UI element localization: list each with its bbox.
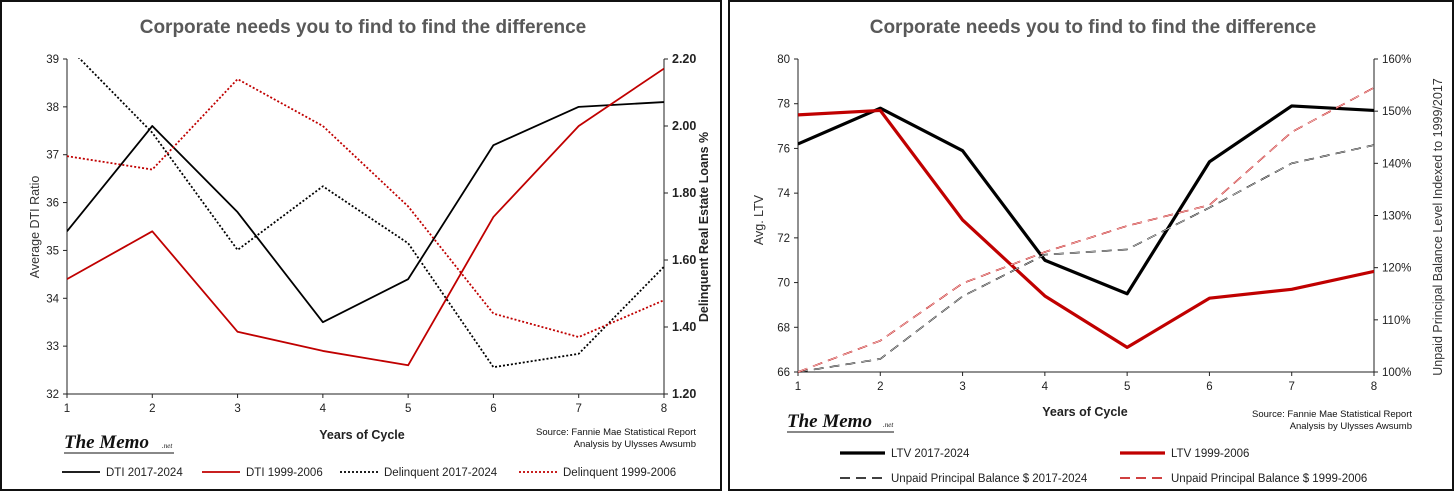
legend-label-dti-2017-2024: DTI 2017-2024: [106, 467, 183, 479]
series-line-dti-1999-2006: [67, 67, 664, 367]
y-tick-label: 76: [777, 143, 790, 155]
y2-tick-label: 110%: [1382, 315, 1411, 327]
y-tick-label: 35: [46, 245, 59, 257]
legend: DTI 2017-2024 DTI 1999-2006 Delinquent 201…: [62, 467, 676, 479]
y-tick-label: 37: [46, 150, 59, 162]
y-tick-label: 74: [777, 188, 790, 200]
y2-tick-label: 160%: [1382, 54, 1411, 66]
series-line-unpaid-principal-balance-1999-2006: [798, 86, 1374, 373]
y-tick-label: 66: [777, 367, 790, 379]
y-axis-label: Average DTI Ratio: [28, 176, 42, 279]
y2-tick-label: 2.20: [672, 52, 696, 66]
y-tick-label: 32: [46, 389, 59, 401]
series-line-delinquent-2017-2024: [77, 58, 664, 369]
y-tick-label: 72: [777, 233, 790, 245]
y-tick-label: 36: [46, 198, 59, 210]
legend-label-dti-1999-2006: DTI 1999-2006: [246, 467, 323, 479]
y2-tick-label: 1.40: [672, 320, 696, 334]
y2-tick-label: 1.60: [672, 253, 696, 267]
source-line-2: Analysis by Ulysses Awsumb: [574, 439, 696, 450]
y2-axis-label: Delinquent Real Estate Loans %: [697, 132, 711, 322]
chart-panel-dti: Corporate needs you to find to find the …: [0, 0, 722, 491]
series-line-ltv-1999-2006: [798, 108, 1374, 350]
y-tick-label: 38: [46, 102, 59, 114]
x-tick-label: 6: [490, 403, 496, 415]
series-line-delinquent-1999-2006: [67, 78, 664, 338]
y-tick-label: 34: [46, 293, 59, 305]
y-tick-label: 80: [777, 54, 790, 66]
y2-axis-label: Unpaid Principal Balance Level Indexed t…: [1431, 78, 1445, 375]
chart-panel-ltv: Corporate needs you to find to find the …: [728, 0, 1454, 491]
x-tick-label: 5: [405, 403, 411, 415]
source-line-2: Analysis by Ulysses Awsumb: [1290, 421, 1412, 432]
x-tick-label: 5: [1124, 381, 1130, 393]
series-line-ltv-2017-2024: [798, 104, 1374, 296]
y2-tick-label: 120%: [1382, 263, 1411, 275]
series-line-unpaid-principal-balance-2017-2024: [798, 144, 1374, 373]
y-tick-label: 70: [777, 278, 790, 290]
x-axis-label: Years of Cycle: [1042, 405, 1128, 419]
series-line-inner-unpaid-principal-balance-1999-2006: [798, 87, 1374, 373]
y2-tick-label: 2.00: [672, 119, 696, 133]
y-tick-label: 68: [777, 322, 790, 334]
y2-tick-label: 1.20: [672, 387, 696, 401]
x-tick-label: 4: [320, 403, 327, 415]
dti-chart: Corporate needs you to find to find the …: [28, 17, 711, 479]
y2-tick-label: 150%: [1382, 106, 1411, 118]
legend: LTV 2017-2024 LTV 1999-2006 Unpaid Princip…: [840, 448, 1367, 485]
series-line-dti-2017-2024: [67, 101, 664, 324]
logo-text: The Memo: [787, 411, 872, 432]
series-line-inner-unpaid-principal-balance-2017-2024: [798, 144, 1374, 373]
source-line-1: Source: Fannie Mae Statistical Report: [1252, 409, 1412, 420]
x-tick-label: 8: [1371, 381, 1377, 393]
logo-suffix: .net: [162, 442, 173, 450]
x-tick-label: 8: [661, 403, 667, 415]
y-tick-label: 33: [46, 341, 59, 353]
y2-tick-label: 100%: [1382, 367, 1411, 379]
y2-tick-label: 1.80: [672, 186, 696, 200]
legend-label-ltv-2017-2024: LTV 2017-2024: [891, 448, 970, 460]
x-tick-label: 1: [64, 403, 70, 415]
source-line-1: Source: Fannie Mae Statistical Report: [536, 427, 696, 438]
x-tick-label: 7: [1289, 381, 1295, 393]
x-tick-label: 3: [234, 403, 240, 415]
y2-tick-label: 130%: [1382, 211, 1411, 223]
x-tick-label: 3: [959, 381, 965, 393]
logo-text: The Memo: [64, 432, 149, 453]
chart-title: Corporate needs you to find to find the …: [140, 17, 587, 38]
legend-label-delinquent-1999-2006: Delinquent 1999-2006: [563, 467, 676, 479]
chart-title: Corporate needs you to find to find the …: [870, 17, 1317, 38]
memo-logo: The Memo .net: [64, 432, 174, 454]
legend-label-delinquent-2017-2024: Delinquent 2017-2024: [384, 467, 498, 479]
legend-label-ltv-1999-2006: LTV 1999-2006: [1171, 448, 1249, 460]
y2-tick-label: 140%: [1382, 158, 1411, 170]
logo-suffix: .net: [883, 421, 894, 429]
memo-logo: The Memo .net: [787, 411, 894, 433]
x-tick-label: 4: [1042, 381, 1049, 393]
legend-label-unpaid-principal-balance-1999-2006: Unpaid Principal Balance $ 1999-2006: [1171, 473, 1367, 485]
x-axis-label: Years of Cycle: [319, 428, 405, 442]
x-tick-label: 1: [795, 381, 801, 393]
x-tick-label: 7: [576, 403, 582, 415]
x-tick-label: 6: [1206, 381, 1212, 393]
x-tick-label: 2: [149, 403, 155, 415]
legend-label-unpaid-principal-balance-2017-2024: Unpaid Principal Balance $ 2017-2024: [891, 473, 1088, 485]
y-tick-label: 78: [777, 99, 790, 111]
y-tick-label: 39: [46, 54, 59, 66]
x-tick-label: 2: [877, 381, 883, 393]
ltv-chart: Corporate needs you to find to find the …: [752, 17, 1445, 485]
y-axis-label: Avg. LTV: [752, 194, 766, 245]
